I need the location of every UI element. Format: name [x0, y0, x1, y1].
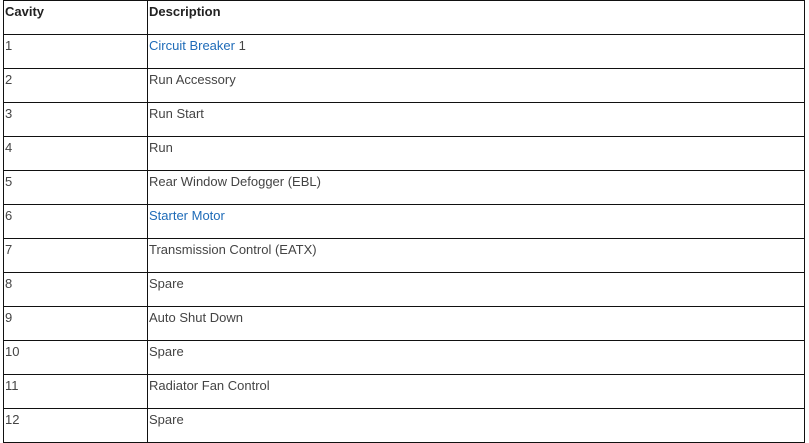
description-cell: Auto Shut Down: [147, 306, 805, 341]
cavity-cell: 10: [3, 340, 148, 375]
cavity-cell: 4: [3, 136, 148, 171]
table-row: 3 Run Start: [3, 102, 805, 137]
cavity-cell: 1: [3, 34, 148, 69]
description-cell: Spare: [147, 340, 805, 375]
description-cell: Spare: [147, 408, 805, 443]
cavity-cell: 5: [3, 170, 148, 205]
table-row: 12 Spare: [3, 408, 805, 443]
description-suffix: 1: [234, 38, 246, 53]
table-row: 7 Transmission Control (EATX): [3, 238, 805, 273]
cavity-cell: 7: [3, 238, 148, 273]
table-row: 8 Spare: [3, 272, 805, 307]
cavity-cell: 11: [3, 374, 148, 409]
cavity-cell: 2: [3, 68, 148, 103]
header-description: Description: [147, 0, 805, 35]
cavity-cell: 12: [3, 408, 148, 443]
table-row: 5 Rear Window Defogger (EBL): [3, 170, 805, 205]
description-cell: Transmission Control (EATX): [147, 238, 805, 273]
cavity-cell: 3: [3, 102, 148, 137]
table-row: 9 Auto Shut Down: [3, 306, 805, 341]
description-cell: Run Start: [147, 102, 805, 137]
description-link[interactable]: Circuit Breaker: [149, 38, 235, 53]
description-cell: Circuit Breaker 1: [147, 34, 805, 69]
cavity-table: Cavity Description 1 Circuit Breaker 1 2 Ru…: [3, 0, 805, 443]
description-link[interactable]: Starter Motor: [149, 208, 225, 223]
table-row: 10 Spare: [3, 340, 805, 375]
table-row: 4 Run: [3, 136, 805, 171]
description-cell: Spare: [147, 272, 805, 307]
description-cell: Run Accessory: [147, 68, 805, 103]
cavity-cell: 6: [3, 204, 148, 239]
description-cell: Rear Window Defogger (EBL): [147, 170, 805, 205]
table-row: 2 Run Accessory: [3, 68, 805, 103]
table-row: 11 Radiator Fan Control: [3, 374, 805, 409]
table-row: 6 Starter Motor: [3, 204, 805, 239]
table-row: 1 Circuit Breaker 1: [3, 34, 805, 69]
description-cell: Starter Motor: [147, 204, 805, 239]
cavity-cell: 9: [3, 306, 148, 341]
description-cell: Radiator Fan Control: [147, 374, 805, 409]
description-cell: Run: [147, 136, 805, 171]
header-cavity: Cavity: [3, 0, 148, 35]
header-row: Cavity Description: [3, 0, 805, 35]
cavity-cell: 8: [3, 272, 148, 307]
